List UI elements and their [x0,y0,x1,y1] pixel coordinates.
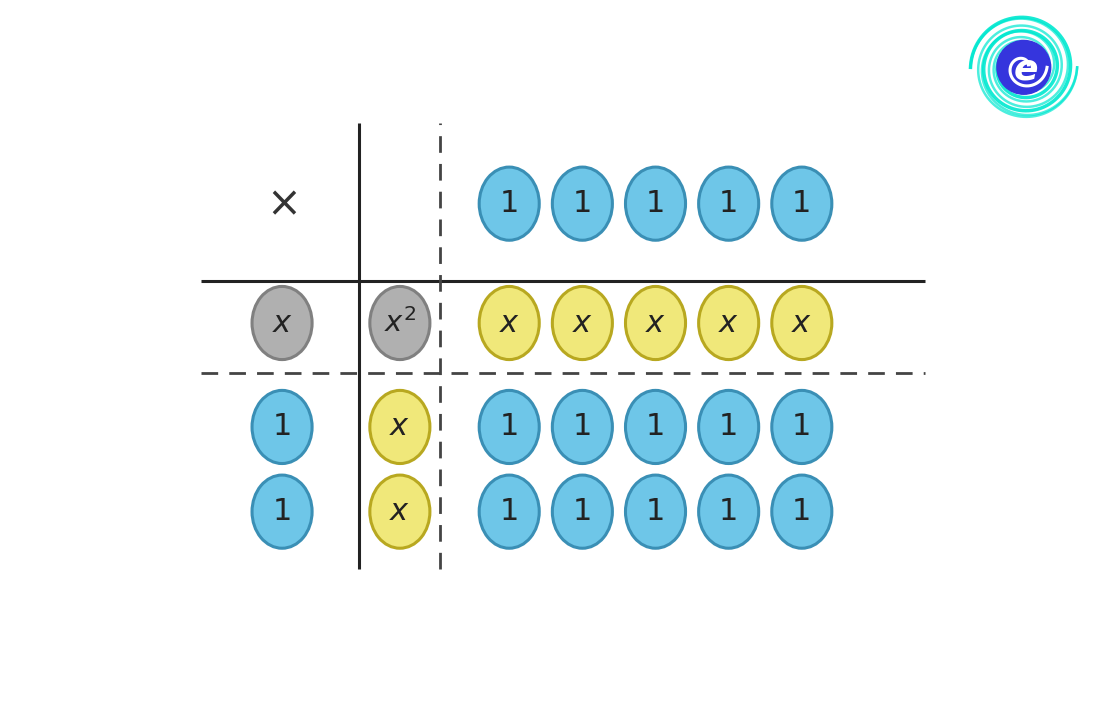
Ellipse shape [699,167,759,240]
Ellipse shape [552,286,612,359]
Ellipse shape [625,286,685,359]
Ellipse shape [370,391,430,464]
Ellipse shape [252,286,312,359]
Ellipse shape [480,475,539,548]
Text: $x$: $x$ [792,308,812,338]
Ellipse shape [772,286,832,359]
Text: 1: 1 [499,413,519,442]
Text: $x$: $x$ [390,496,411,527]
Text: 1: 1 [573,189,592,218]
Ellipse shape [625,167,685,240]
Ellipse shape [772,167,832,240]
Text: 1: 1 [646,189,665,218]
Ellipse shape [252,391,312,464]
Ellipse shape [699,391,759,464]
Text: $x$: $x$ [572,308,592,338]
Ellipse shape [552,475,612,548]
Text: $x$: $x$ [718,308,739,338]
Text: $x$: $x$ [390,411,411,442]
Ellipse shape [772,475,832,548]
Ellipse shape [699,286,759,359]
Ellipse shape [699,475,759,548]
Text: 1: 1 [646,413,665,442]
Text: 1: 1 [573,497,592,526]
Text: 1: 1 [646,497,665,526]
Ellipse shape [625,475,685,548]
Text: 1: 1 [719,497,738,526]
Ellipse shape [480,286,539,359]
Circle shape [996,40,1051,94]
Text: 1: 1 [499,497,519,526]
Text: $x$: $x$ [498,308,520,338]
Text: 1: 1 [792,413,811,442]
Text: 1: 1 [499,189,519,218]
Text: e: e [1014,52,1038,86]
Ellipse shape [552,167,612,240]
Ellipse shape [480,391,539,464]
Ellipse shape [772,391,832,464]
Text: $x$: $x$ [272,308,292,338]
Text: 1: 1 [792,189,811,218]
Text: 1: 1 [573,413,592,442]
Text: 1: 1 [792,497,811,526]
Ellipse shape [370,286,430,359]
Text: 1: 1 [273,413,291,442]
Text: $x^2$: $x^2$ [383,308,416,338]
Text: 1: 1 [719,189,738,218]
Text: 1: 1 [719,413,738,442]
Ellipse shape [625,391,685,464]
Text: $x$: $x$ [645,308,666,338]
Ellipse shape [480,167,539,240]
Ellipse shape [370,475,430,548]
Text: $\times$: $\times$ [266,183,298,225]
Ellipse shape [252,475,312,548]
Ellipse shape [552,391,612,464]
Text: 1: 1 [273,497,291,526]
